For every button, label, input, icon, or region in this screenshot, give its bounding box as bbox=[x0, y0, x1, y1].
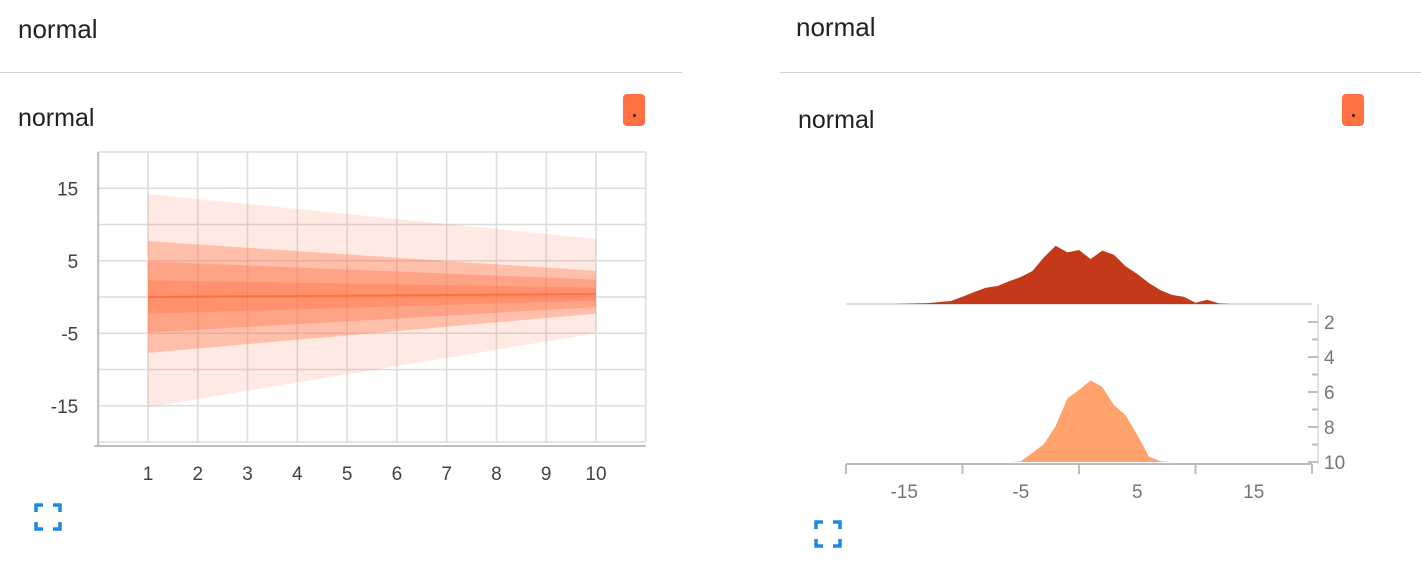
x-tick-label: 3 bbox=[242, 464, 253, 485]
step-label: 8 bbox=[1324, 418, 1335, 439]
divider bbox=[780, 72, 1421, 73]
x-tick-label: 5 bbox=[1132, 482, 1143, 503]
x-tick-label: -15 bbox=[891, 482, 918, 503]
histogram-chart: -15 -5 5 15 2 4 6 8 10 bbox=[845, 245, 1345, 503]
run-color-badge[interactable] bbox=[1342, 94, 1364, 126]
x-tick-label: 4 bbox=[292, 464, 303, 485]
step-label: 10 bbox=[1324, 453, 1345, 474]
grid bbox=[97, 151, 647, 443]
y-tick-label: 5 bbox=[68, 252, 79, 273]
x-tick-label: 15 bbox=[1243, 482, 1264, 503]
distributions-panel: normal normal 15 5 -5 -15 1 2 3 4 5 6 7 8 9 10 bbox=[0, 0, 682, 573]
step-label: 4 bbox=[1324, 348, 1335, 369]
y-tick-label: 15 bbox=[57, 179, 78, 200]
fullscreen-icon[interactable] bbox=[814, 520, 842, 548]
y-tick-label: -5 bbox=[61, 324, 78, 345]
histogram-ridge-0 bbox=[892, 245, 1243, 304]
histogram-ridge-1 bbox=[1009, 380, 1173, 462]
y-tick-label: -15 bbox=[51, 397, 78, 418]
x-tick-label: 10 bbox=[585, 464, 606, 485]
x-tick-label: -5 bbox=[1012, 482, 1029, 503]
x-tick-label: 9 bbox=[541, 464, 552, 485]
distribution-chart: 15 5 -5 -15 1 2 3 4 5 6 7 8 9 10 bbox=[51, 151, 647, 485]
divider bbox=[0, 72, 682, 73]
distribution-band-1 bbox=[148, 241, 596, 353]
card-title: normal bbox=[18, 104, 95, 132]
distribution-band-3 bbox=[148, 280, 596, 314]
x-tick-label: 8 bbox=[491, 464, 502, 485]
median-line bbox=[147, 293, 597, 298]
card-title: normal bbox=[798, 106, 875, 134]
step-label: 6 bbox=[1324, 383, 1335, 404]
x-tick-label: 7 bbox=[441, 464, 452, 485]
group-title: normal bbox=[796, 12, 876, 42]
step-label: 2 bbox=[1324, 313, 1335, 334]
x-tick-label: 5 bbox=[342, 464, 353, 485]
distribution-band-2 bbox=[148, 261, 596, 333]
x-tick-label: 1 bbox=[143, 464, 154, 485]
x-tick-label: 6 bbox=[392, 464, 403, 485]
x-tick-label: 2 bbox=[192, 464, 203, 485]
run-color-badge[interactable] bbox=[623, 94, 645, 126]
distribution-band-0 bbox=[148, 194, 596, 408]
bands bbox=[147, 194, 597, 408]
fullscreen-icon[interactable] bbox=[34, 503, 62, 531]
group-title: normal bbox=[18, 14, 98, 44]
histograms-panel: normal normal -15 -5 5 15 2 4 6 8 10 bbox=[780, 0, 1421, 573]
